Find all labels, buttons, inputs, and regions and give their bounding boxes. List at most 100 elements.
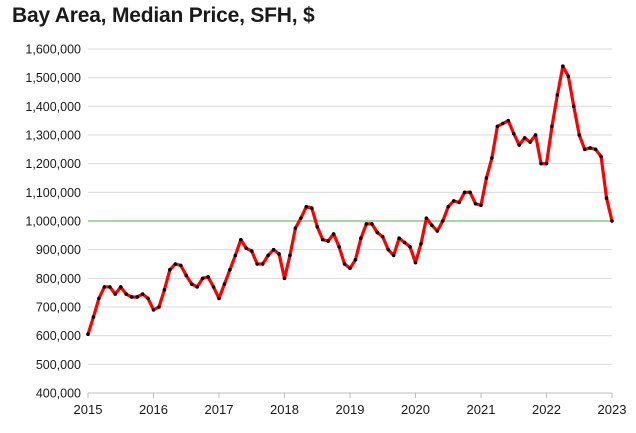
data-point: [320, 237, 325, 242]
axes: [87, 392, 613, 398]
data-point: [140, 292, 145, 296]
data-point: [151, 308, 156, 312]
chart-title: Bay Area, Median Price, SFH, $: [12, 4, 315, 27]
data-point: [566, 74, 571, 79]
y-tick-label: 500,000: [36, 358, 81, 372]
y-tick-label: 700,000: [36, 301, 81, 315]
x-tick-label: 2022: [532, 402, 561, 417]
data-point: [424, 216, 429, 220]
data-point: [473, 202, 478, 206]
data-point: [331, 232, 336, 236]
x-tick-labels: 2015 2016 2017 2018 2019 2020 2021 2022 2023: [74, 402, 627, 417]
data-point: [124, 292, 129, 296]
data-point: [599, 154, 603, 159]
y-tick-label: 800,000: [36, 272, 81, 286]
data-point: [233, 253, 238, 258]
data-point: [184, 273, 189, 278]
data-point: [397, 236, 401, 240]
data-point: [157, 305, 161, 309]
data-point: [326, 239, 330, 243]
data-point: [304, 204, 309, 209]
data-point: [533, 133, 538, 137]
y-tick-label: 1,400,000: [25, 100, 81, 114]
data-point: [102, 285, 107, 289]
data-point: [468, 190, 472, 195]
data-point: [451, 199, 456, 203]
y-tick-label: 1,100,000: [25, 186, 81, 200]
data-point: [288, 253, 292, 258]
data-point: [490, 156, 494, 160]
data-point: [244, 246, 249, 251]
data-point: [178, 263, 183, 268]
data-point: [528, 140, 532, 144]
data-point: [440, 219, 445, 223]
data-point: [446, 204, 451, 209]
data-point: [506, 118, 511, 123]
data-point: [435, 229, 440, 233]
data-point: [375, 230, 380, 235]
series-layer: [86, 64, 614, 337]
data-point: [430, 223, 434, 228]
x-tick-label: 2017: [205, 402, 234, 417]
data-point: [484, 176, 489, 180]
data-point: [91, 315, 96, 319]
data-point: [282, 276, 287, 281]
data-point: [550, 124, 554, 129]
data-point: [260, 262, 265, 266]
data-point: [249, 249, 254, 253]
y-tick-label: 1,000,000: [25, 215, 81, 229]
data-point: [408, 245, 412, 249]
data-point: [189, 282, 194, 286]
data-point: [571, 104, 576, 109]
data-point: [386, 247, 391, 252]
y-tick-label: 1,600,000: [25, 43, 81, 57]
data-point: [228, 267, 232, 272]
data-point: [162, 288, 167, 292]
y-tick-label: 1,500,000: [25, 71, 81, 85]
data-point: [271, 247, 276, 252]
data-point: [457, 200, 461, 205]
data-point: [86, 332, 90, 337]
data-point: [479, 203, 483, 208]
data-point: [582, 147, 587, 152]
data-point: [266, 253, 270, 258]
data-point: [129, 295, 134, 299]
data-point: [195, 285, 199, 289]
data-point: [413, 260, 418, 265]
data-point: [299, 216, 303, 220]
data-point: [173, 262, 178, 266]
data-point: [277, 252, 281, 256]
data-point: [561, 64, 565, 68]
data-point: [522, 136, 527, 140]
data-point: [588, 146, 592, 150]
data-point: [511, 131, 516, 136]
data-point: [200, 276, 205, 281]
data-point: [118, 285, 123, 289]
data-point: [577, 133, 582, 137]
data-point: [419, 242, 423, 246]
data-point: [255, 262, 260, 266]
data-point: [206, 275, 210, 279]
data-point: [353, 257, 358, 262]
gridlines: [88, 48, 612, 365]
data-point: [342, 262, 347, 266]
data-point: [293, 226, 298, 230]
x-tick-label: 2021: [467, 402, 496, 417]
x-tick-label: 2020: [401, 402, 430, 417]
data-point: [113, 292, 118, 296]
data-point: [517, 143, 522, 147]
y-tick-label: 900,000: [36, 243, 81, 257]
data-point: [309, 206, 314, 210]
data-point: [495, 124, 500, 129]
data-point: [539, 161, 543, 166]
data-point: [211, 285, 216, 289]
x-tick-label: 2018: [270, 402, 299, 417]
data-point: [146, 296, 150, 301]
data-point: [222, 282, 227, 286]
data-point: [370, 222, 374, 226]
data-point: [217, 296, 221, 301]
data-point: [402, 240, 407, 245]
y-tick-label: 600,000: [36, 329, 81, 343]
